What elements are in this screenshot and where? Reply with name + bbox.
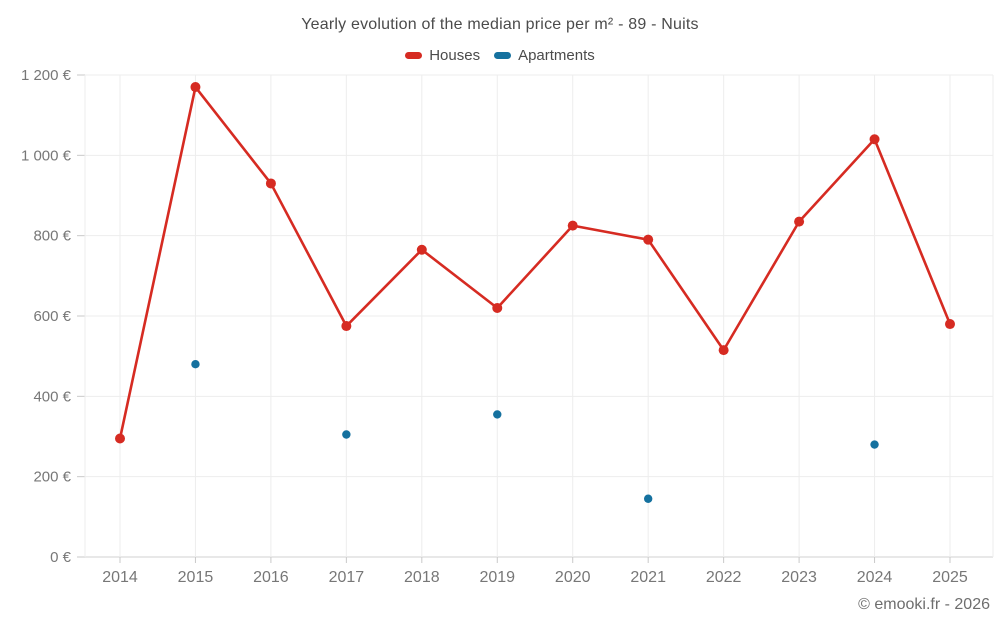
axis-lines [77,74,951,563]
houses-point-2020[interactable] [567,220,578,231]
houses-point-2022[interactable] [718,345,729,356]
chart-title: Yearly evolution of the median price per… [301,16,699,33]
houses-point-2015[interactable] [190,82,201,93]
y-tick-label: 0 € [50,549,72,566]
apartments-point-2019[interactable] [493,410,502,419]
houses-point-2024[interactable] [869,134,880,145]
legend-item-apartments[interactable]: Apartments [494,47,595,64]
x-tick-label: 2015 [178,569,214,586]
y-tick-label: 600 € [33,308,71,325]
x-tick-label: 2024 [857,569,893,586]
series-apartments [191,360,879,503]
legend-label-houses: Houses [429,47,481,64]
y-tick-label: 1 000 € [21,147,72,164]
legend-label-apartments: Apartments [518,47,595,64]
y-tick-label: 1 200 € [21,67,72,84]
x-tick-label: 2016 [253,569,289,586]
x-tick-label: 2014 [102,569,138,586]
houses-point-2016[interactable] [265,178,276,189]
y-tick-label: 400 € [33,388,71,405]
houses-point-2014[interactable] [115,433,125,444]
x-tick-label: 2022 [706,569,742,586]
y-tick-label: 200 € [33,469,71,486]
grid-lines [85,74,994,558]
apartments-point-2015[interactable] [191,360,200,369]
x-tick-label: 2021 [630,569,666,586]
legend-item-houses[interactable]: Houses [405,47,480,64]
series-houses [115,82,955,444]
houses-point-2018[interactable] [416,244,427,255]
legend-swatch-apartments-icon [494,52,512,59]
houses-point-2017[interactable] [341,321,352,332]
y-tick-label: 800 € [33,228,71,245]
houses-point-2019[interactable] [492,302,503,313]
houses-point-2023[interactable] [794,216,805,227]
x-tick-label: 2020 [555,569,591,586]
x-tick-label: 2017 [329,569,365,586]
axis-labels: 0 € 200 € 400 € 600 € 800 € 1 000 € 1 200 € 201… [21,67,968,586]
series [115,82,955,503]
copyright-footer: © emooki.fr - 2026 [858,596,990,613]
x-tick-label: 2025 [932,569,968,586]
legend-swatch-houses-icon [405,52,423,59]
apartments-point-2021[interactable] [643,494,653,503]
houses-line [118,85,952,440]
x-tick-label: 2019 [479,569,515,586]
houses-point-2021[interactable] [643,234,654,245]
legend: Houses Apartments [0,47,1000,64]
apartments-point-2017[interactable] [342,430,351,439]
houses-point-2025[interactable] [945,319,955,330]
x-tick-label: 2023 [781,569,817,586]
x-tick-label: 2018 [404,569,440,586]
apartments-point-2024[interactable] [870,440,879,449]
